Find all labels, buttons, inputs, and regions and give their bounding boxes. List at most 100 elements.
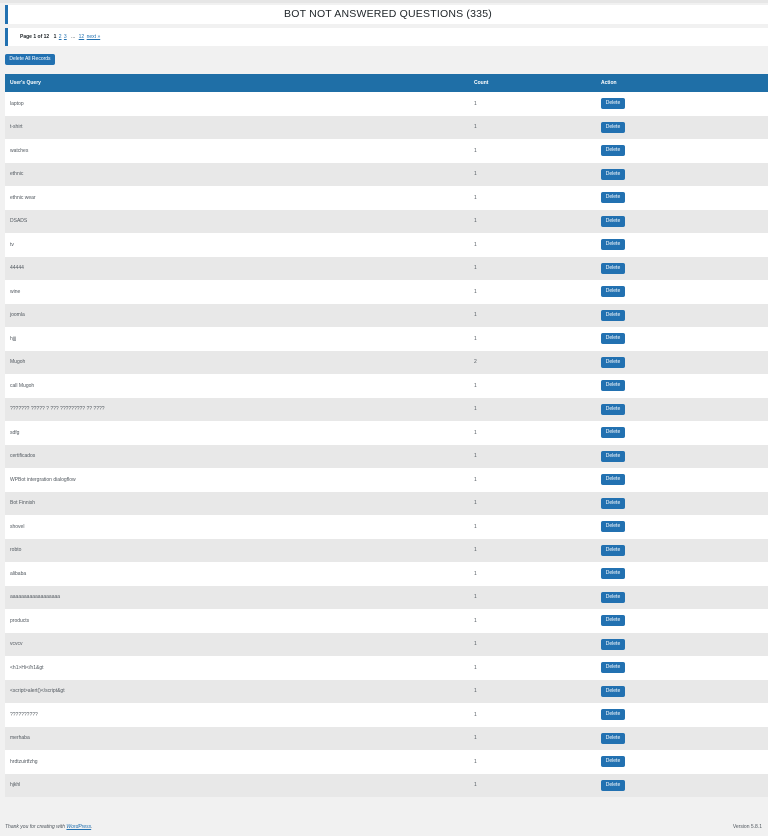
query-cell: hrdtzuirtfzhg	[10, 758, 38, 765]
delete-row-button[interactable]: Delete	[601, 521, 625, 533]
delete-row-button[interactable]: Delete	[601, 215, 625, 227]
table-row: products 1 Delete	[5, 609, 768, 633]
table-row: joomla 1 Delete	[5, 303, 768, 328]
delete-row-button[interactable]: Delete	[601, 121, 625, 133]
delete-row-button[interactable]: Delete	[601, 756, 625, 768]
delete-row-button[interactable]: Delete	[601, 591, 625, 603]
query-cell: <h1>Hi</h1&gt	[10, 664, 44, 671]
table-row: merhaba 1 Delete	[5, 726, 768, 751]
action-cell: Delete	[601, 92, 768, 116]
action-cell: Delete	[601, 468, 768, 492]
action-cell: Delete	[601, 398, 768, 422]
query-cell: Bot Finnish	[10, 500, 36, 507]
action-cell: Delete	[601, 186, 768, 210]
page-link-3[interactable]: 3	[63, 34, 67, 40]
table-row: certificados 1 Delete	[5, 444, 768, 468]
page-title: BOT NOT ANSWERED QUESTIONS (335)	[284, 8, 492, 20]
query-cell: DSADS	[10, 218, 28, 225]
count-cell: 1	[474, 288, 477, 295]
delete-row-button[interactable]: Delete	[601, 568, 625, 580]
count-cell: 1	[474, 406, 477, 413]
column-header-count: Count	[474, 80, 489, 86]
delete-row-button[interactable]: Delete	[601, 262, 625, 274]
delete-row-button[interactable]: Delete	[601, 286, 625, 298]
delete-row-button[interactable]: Delete	[601, 474, 625, 486]
delete-row-button[interactable]: Delete	[601, 662, 625, 674]
table-row: tv 1 Delete	[5, 233, 768, 257]
delete-row-button[interactable]: Delete	[601, 356, 625, 368]
action-cell: Delete	[601, 304, 768, 328]
count-cell: 1	[474, 782, 477, 789]
page-link-1[interactable]: 1	[53, 34, 57, 40]
count-cell: 1	[474, 688, 477, 695]
page-link-2[interactable]: 2	[58, 34, 62, 40]
count-cell: 1	[474, 641, 477, 648]
count-cell: 2	[474, 359, 477, 366]
count-cell: 1	[474, 382, 477, 389]
count-cell: 1	[474, 476, 477, 483]
query-cell: call Mugoh	[10, 382, 35, 389]
query-cell: Mugoh	[10, 359, 26, 366]
delete-row-button[interactable]: Delete	[601, 309, 625, 321]
column-header-action: Action	[601, 80, 617, 86]
action-cell: Delete	[601, 327, 768, 351]
query-cell: ??????????	[10, 711, 38, 718]
action-cell: Delete	[601, 562, 768, 586]
column-header-query: User's Query	[10, 80, 41, 86]
query-cell: robto	[10, 547, 22, 554]
table-row: aaaaaaaaaaaaaaaaaa 1 Delete	[5, 585, 768, 610]
count-cell: 1	[474, 617, 477, 624]
delete-all-records-button[interactable]: Delete All Records	[5, 54, 55, 65]
footer-thanks-text: Thank you for creating with	[5, 824, 67, 830]
table-row: t-shirt 1 Delete	[5, 115, 768, 140]
action-cell: Delete	[601, 280, 768, 304]
delete-row-button[interactable]: Delete	[601, 685, 625, 697]
count-cell: 1	[474, 147, 477, 154]
action-cell: Delete	[601, 727, 768, 751]
action-cell: Delete	[601, 586, 768, 610]
count-cell: 1	[474, 218, 477, 225]
table-row: DSADS 1 Delete	[5, 209, 768, 233]
delete-row-button[interactable]: Delete	[601, 333, 625, 345]
delete-row-button[interactable]: Delete	[601, 192, 625, 204]
table-row: sdfg 1 Delete	[5, 421, 768, 445]
delete-row-button[interactable]: Delete	[601, 732, 625, 744]
action-cell: Delete	[601, 116, 768, 140]
table-row: robto 1 Delete	[5, 538, 768, 563]
wordpress-link[interactable]: WordPress	[66, 824, 92, 830]
query-cell: sdfg	[10, 429, 20, 436]
action-cell: Delete	[601, 703, 768, 727]
count-cell: 1	[474, 735, 477, 742]
delete-row-button[interactable]: Delete	[601, 779, 625, 791]
page-link-last[interactable]: 12	[78, 34, 85, 40]
delete-row-button[interactable]: Delete	[601, 544, 625, 556]
page-header: BOT NOT ANSWERED QUESTIONS (335)	[5, 5, 768, 24]
delete-row-button[interactable]: Delete	[601, 450, 625, 462]
action-cell: Delete	[601, 539, 768, 563]
table-row: Mugoh 2 Delete	[5, 350, 768, 374]
delete-row-button[interactable]: Delete	[601, 145, 625, 157]
table-row: ?????????? 1 Delete	[5, 703, 768, 727]
delete-row-button[interactable]: Delete	[601, 168, 625, 180]
pagination-ellipsis: ...	[71, 34, 76, 40]
action-cell: Delete	[601, 163, 768, 187]
delete-row-button[interactable]: Delete	[601, 380, 625, 392]
delete-row-button[interactable]: Delete	[601, 615, 625, 627]
delete-row-button[interactable]: Delete	[601, 239, 625, 251]
next-page-link[interactable]: next »	[86, 34, 101, 40]
delete-row-button[interactable]: Delete	[601, 638, 625, 650]
delete-row-button[interactable]: Delete	[601, 427, 625, 439]
count-cell: 1	[474, 265, 477, 272]
query-cell: laptop	[10, 100, 24, 107]
delete-row-button[interactable]: Delete	[601, 709, 625, 721]
delete-row-button[interactable]: Delete	[601, 403, 625, 415]
count-cell: 1	[474, 124, 477, 131]
table-row: <script>alert()</script&gt 1 Delete	[5, 679, 768, 703]
table-row: wine 1 Delete	[5, 280, 768, 304]
query-cell: t-shirt	[10, 124, 23, 131]
table-row: ethnic 1 Delete	[5, 162, 768, 187]
footer-thanks-suffix: .	[91, 824, 93, 830]
delete-row-button[interactable]: Delete	[601, 98, 625, 110]
query-cell: watches	[10, 147, 29, 154]
delete-row-button[interactable]: Delete	[601, 497, 625, 509]
